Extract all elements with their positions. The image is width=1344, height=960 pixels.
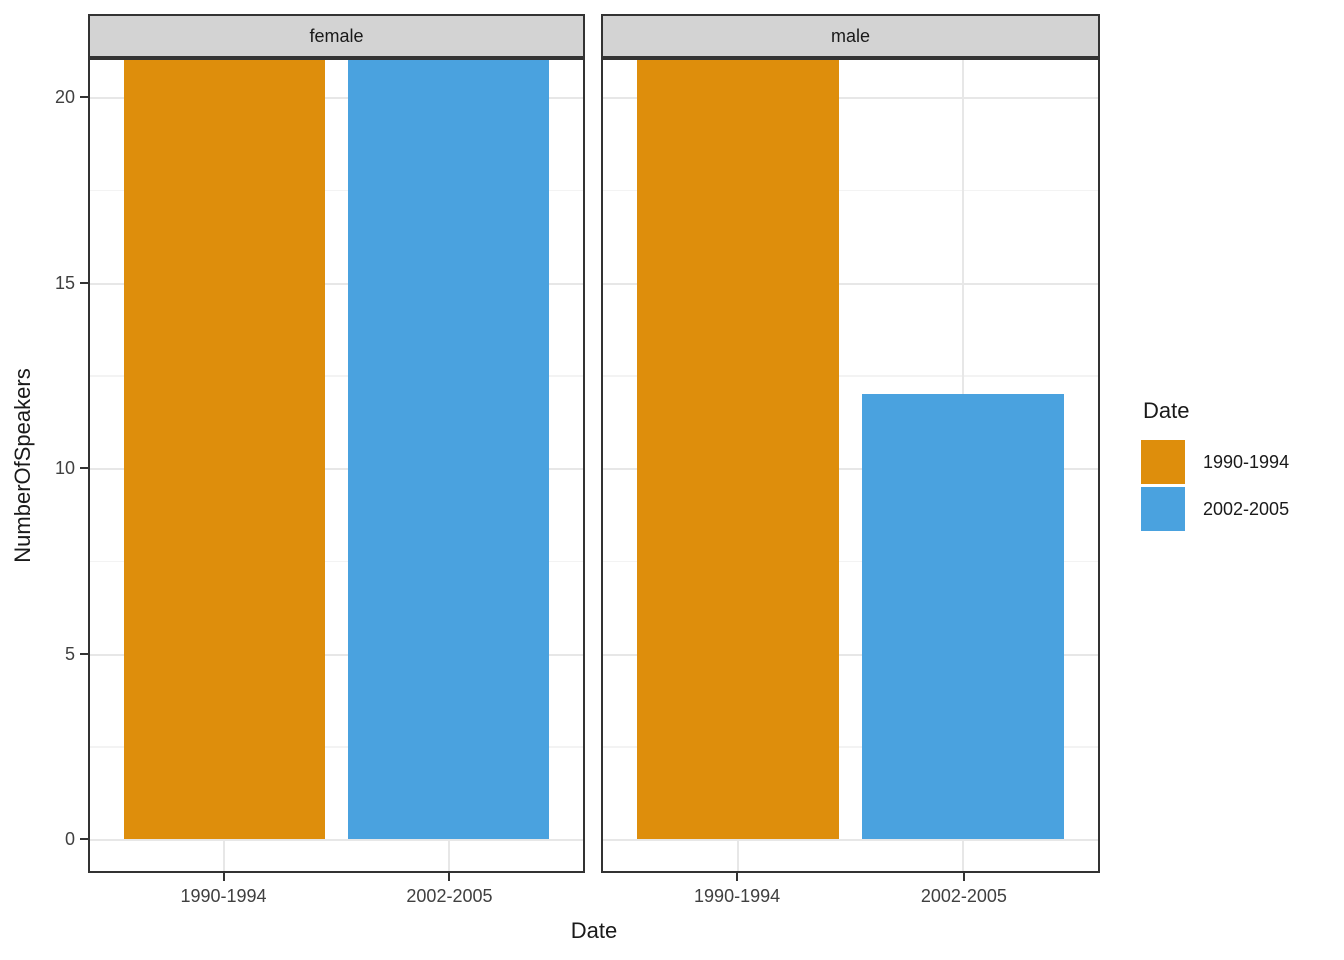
gridline-major [603,839,1098,841]
legend-title: Date [1143,398,1190,423]
gridline-minor [90,375,583,377]
gridline-minor [603,746,1098,748]
gridline-minor [90,746,583,748]
bar-male-2002-2005 [861,393,1065,839]
y-tick-mark [80,652,88,655]
gridline-minor [90,189,583,192]
bar-male-1990-1994 [636,60,840,839]
y-tick-label: 5 [64,643,75,664]
x-tick-label: 1990-1994 [694,886,781,906]
gridline-major [603,653,1098,656]
y-tick-label: 15 [54,272,75,293]
x-axis-male: 1990-1994 2002-2005 [601,873,1100,923]
gridline-major [603,468,1098,470]
gridline-minor [603,189,1098,192]
bar-female-2002-2005 [347,60,550,839]
gridline-major [90,468,583,470]
y-tick-label: 20 [54,87,75,107]
bar-female-1990-1994 [123,60,326,839]
panel-female [88,58,585,873]
gridline-minor [90,560,583,563]
y-tick-mark [80,281,88,284]
y-axis-title: NumberOfSpeakers [10,368,35,563]
legend-item: 2002-2005 [1141,487,1341,531]
y-tick-mark [80,96,88,98]
legend-swatch-1990-1994 [1141,440,1185,484]
legend: Date 1990-1994 2002-2005 [1141,398,1341,534]
y-axis: 0 5 10 15 20 [0,60,88,871]
panel-male [601,58,1100,873]
facet-strip-label: male [830,25,870,46]
x-axis-female: 1990-1994 2002-2005 [88,873,585,923]
gridline-major [603,282,1098,285]
x-tick-label: 2002-2005 [406,886,493,906]
gridline-major [90,653,583,656]
x-tick-mark [736,873,739,881]
facet-strip-female: female [88,14,585,58]
legend-item: 1990-1994 [1141,440,1341,484]
x-tick-label: 1990-1994 [180,886,267,906]
gridline-minor [603,375,1098,377]
legend-swatch-2002-2005 [1141,487,1185,531]
facet-strip-label: female [309,25,364,46]
gridline-major [90,97,583,99]
facet-strip-male: male [601,14,1100,58]
gridline-major [603,97,1098,99]
y-tick-label: 0 [64,829,75,849]
x-tick-mark [222,873,225,881]
x-axis-title: Date [570,918,618,943]
y-tick-mark [80,467,88,469]
legend-label: 1990-1994 [1203,451,1290,472]
legend-label: 2002-2005 [1203,498,1290,519]
x-tick-mark [448,873,451,881]
x-tick-label: 2002-2005 [920,886,1007,906]
gridline-major [90,839,583,841]
y-tick-mark [80,838,88,840]
y-tick-label: 10 [54,458,75,478]
gridline-minor [603,560,1098,563]
x-tick-mark [962,873,965,881]
gridline-major [90,282,583,285]
